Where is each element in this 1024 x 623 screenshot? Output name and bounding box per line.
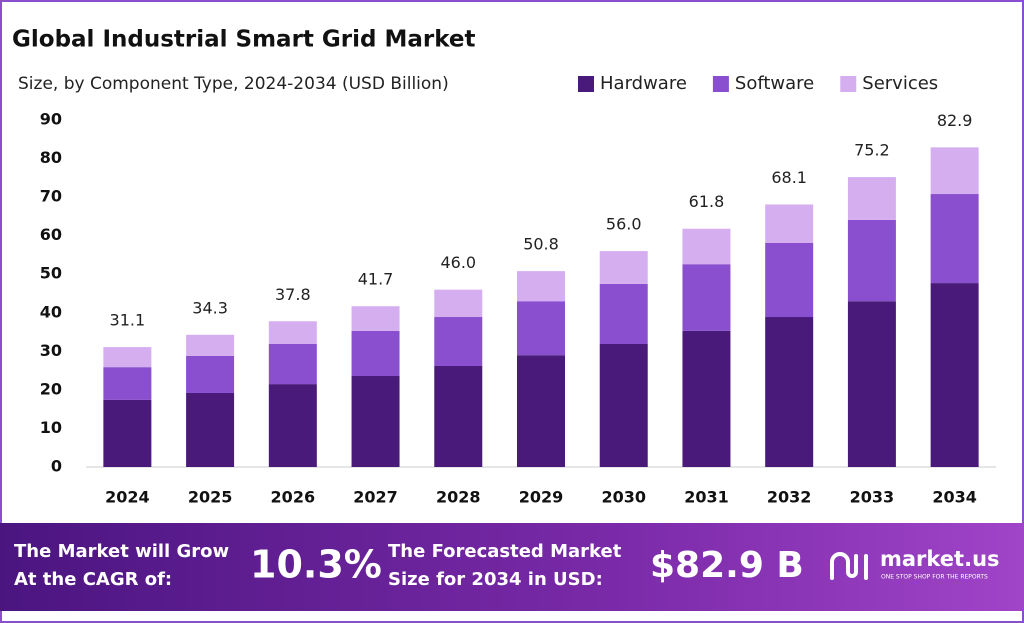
bar-segment [186,392,235,467]
footer-text: The Market will Grow [14,541,229,562]
x-tick-label: 2026 [271,488,316,507]
y-tick-label: 10 [40,418,62,437]
bar-segment [351,330,400,377]
bar-segment [186,334,235,356]
chart-title: Global Industrial Smart Grid Market [12,27,476,53]
bar-segment [434,289,483,318]
bar-segment [517,355,565,467]
bar-segment [599,251,648,284]
bar-segment [517,301,565,356]
total-label: 75.2 [854,141,890,160]
y-tick-label: 60 [40,225,62,244]
legend-swatch [712,76,729,92]
brand-name: market.us [880,547,1000,571]
legend-label: Services [862,73,938,94]
legend-swatch [840,76,857,92]
brand-logo [830,552,868,580]
legend-label: Software [735,73,814,94]
total-label: 46.0 [440,253,476,272]
bar-segment [268,384,317,467]
cagr-value: 10.3% [250,543,382,587]
x-tick-label: 2027 [353,488,398,507]
bar-segment [765,242,814,318]
total-label: 31.1 [110,311,146,330]
total-label: 56.0 [606,215,642,234]
y-tick-label: 70 [40,187,62,206]
total-label: 68.1 [771,168,807,187]
bar-segment [599,283,648,345]
x-tick-label: 2025 [188,488,233,507]
bar-segment [847,219,896,302]
footer-text: Size for 2034 in USD: [388,569,603,590]
footer-band [0,523,1024,611]
total-label: 41.7 [358,270,394,289]
bar-segment [599,344,648,467]
y-tick-label: 20 [40,379,62,398]
total-label: 50.8 [523,235,559,254]
bar-segment [765,317,814,467]
bar-segment [930,283,979,467]
total-label: 37.8 [275,285,311,304]
bar-segment [268,321,317,345]
bar-segment [103,347,152,368]
total-label: 82.9 [937,111,973,130]
bar-segment [351,306,400,331]
x-tick-label: 2032 [767,488,812,507]
total-label: 34.3 [192,298,228,317]
bar-segment [847,177,896,220]
bar-segment [434,365,483,467]
x-tick-label: 2033 [850,488,895,507]
bar-segment [517,271,565,302]
footer-text: At the CAGR of: [14,569,172,590]
forecast-value: $82.9 B [650,545,804,586]
y-tick-label: 80 [40,148,62,167]
y-tick-label: 40 [40,302,62,321]
y-tick-label: 90 [40,110,62,129]
footer-text: The Forecasted Market [388,541,622,562]
bar-segment [682,330,731,467]
bar-segment [682,228,731,265]
bar-segment [103,399,152,467]
x-tick-label: 2029 [519,488,564,507]
x-tick-label: 2034 [932,488,977,507]
bar-segment [186,355,235,393]
bar-segment [351,376,400,467]
bar-segment [682,264,731,331]
bar-segment [103,367,152,400]
y-tick-label: 30 [40,341,62,360]
y-tick-label: 50 [40,264,62,283]
bar-segment [765,204,814,243]
chart-subtitle: Size, by Component Type, 2024-2034 (USD … [18,74,449,94]
bar-segment [268,344,317,385]
bar-segment [434,317,483,366]
x-tick-label: 2024 [105,488,150,507]
legend-swatch [578,76,594,92]
x-tick-label: 2028 [436,488,481,507]
x-tick-label: 2030 [601,488,646,507]
brand-tagline: ONE STOP SHOP FOR THE REPORTS [881,574,988,581]
bar-segment [930,194,979,284]
y-tick-label: 0 [51,457,62,476]
x-tick-label: 2031 [684,488,729,507]
legend-label: Hardware [600,73,687,94]
bar-segment [847,301,896,467]
total-label: 61.8 [689,192,725,211]
bar-segment [930,147,979,195]
